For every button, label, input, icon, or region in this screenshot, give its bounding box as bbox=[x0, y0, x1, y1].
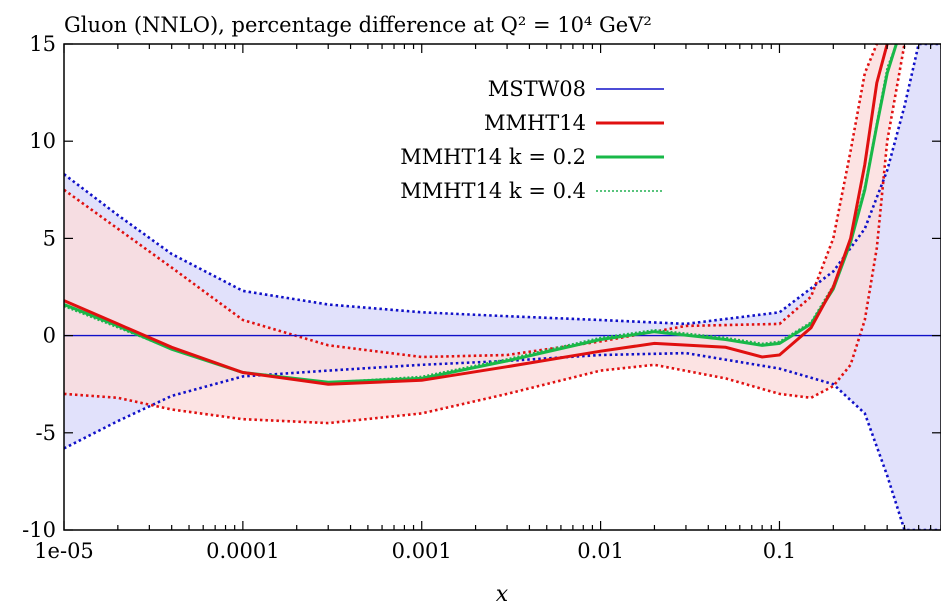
x-axis-label: x bbox=[496, 582, 509, 607]
lines-layer bbox=[64, 44, 941, 530]
mmht14-error-band bbox=[64, 44, 905, 424]
bands-layer bbox=[64, 44, 941, 530]
y-tick-label: 0 bbox=[43, 324, 56, 348]
legend-label: MMHT14 k = 0.2 bbox=[400, 145, 586, 169]
x-tick-label: 0.001 bbox=[392, 539, 452, 563]
mstw08-band-upper-edge bbox=[64, 44, 941, 326]
x-tick-label: 0.1 bbox=[763, 539, 796, 563]
legend-label: MMHT14 bbox=[484, 111, 586, 135]
chart-title: Gluon (NNLO), percentage difference at Q… bbox=[64, 13, 652, 37]
mmht14-band-lower-edge bbox=[64, 44, 906, 425]
y-tick-label: 10 bbox=[29, 129, 56, 153]
x-tick-label: 1e-05 bbox=[34, 539, 94, 563]
y-tick-label: 5 bbox=[43, 226, 56, 250]
axes-layer: -10 -5 0 5 10 15 1e-05 0.0001 0.001 0.01 0.1 bbox=[22, 32, 941, 563]
x-tick-label: 0.0001 bbox=[206, 539, 279, 563]
legend-label: MSTW08 bbox=[488, 77, 586, 101]
y-tick-label: -5 bbox=[36, 421, 56, 445]
legend-label: MMHT14 k = 0.4 bbox=[400, 179, 586, 203]
plot-frame bbox=[63, 43, 941, 531]
x-tick-label: 0.01 bbox=[577, 539, 624, 563]
y-tick-label: -10 bbox=[22, 518, 56, 542]
mmht14-band-upper-edge bbox=[64, 44, 879, 359]
y-tick-label: 15 bbox=[29, 32, 56, 56]
mmht14-line bbox=[64, 44, 889, 386]
legend: MSTW08 MMHT14 MMHT14 k = 0.2 MMHT14 k = 0.4 bbox=[400, 77, 664, 203]
